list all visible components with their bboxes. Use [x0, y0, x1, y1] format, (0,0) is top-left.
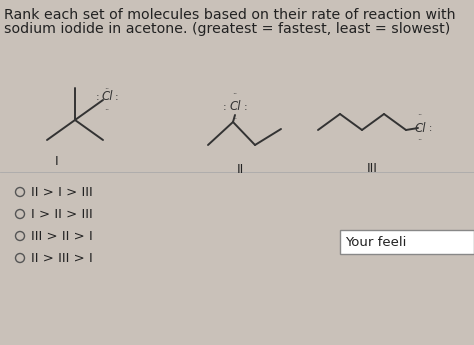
Text: II > III > I: II > III > I [31, 252, 93, 265]
Text: :: : [244, 102, 247, 112]
Text: II: II [237, 163, 244, 176]
Text: :: : [222, 102, 226, 112]
Text: :: : [115, 92, 118, 102]
Text: sodium iodide in acetone. (greatest = fastest, least = slowest): sodium iodide in acetone. (greatest = fa… [4, 22, 450, 36]
Text: :: : [95, 92, 99, 102]
Text: III: III [366, 162, 377, 175]
Circle shape [16, 209, 25, 218]
Text: ··: ·· [104, 85, 109, 94]
Text: I > II > III: I > II > III [31, 207, 93, 220]
Text: Cl: Cl [414, 121, 426, 135]
Text: III > II > I: III > II > I [31, 229, 93, 243]
Text: ··: ·· [418, 136, 423, 145]
Text: ··: ·· [104, 106, 109, 115]
Text: ··: ·· [232, 90, 237, 99]
Circle shape [16, 231, 25, 240]
Circle shape [16, 254, 25, 263]
Circle shape [16, 187, 25, 197]
Text: :: : [429, 123, 432, 133]
Text: ··: ·· [232, 115, 237, 124]
Text: I: I [55, 155, 59, 168]
Text: Cl: Cl [229, 100, 241, 114]
FancyBboxPatch shape [340, 230, 474, 254]
Text: Rank each set of molecules based on their rate of reaction with: Rank each set of molecules based on thei… [4, 8, 456, 22]
Text: II > I > III: II > I > III [31, 186, 93, 198]
Text: Cl: Cl [101, 90, 113, 104]
Text: ··: ·· [418, 111, 423, 120]
Text: Your feeli: Your feeli [345, 236, 406, 248]
